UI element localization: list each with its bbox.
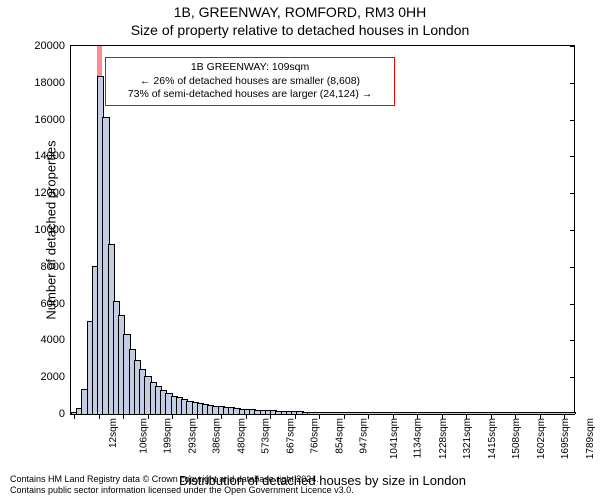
x-tick-label: 1789sqm: [585, 418, 596, 459]
y-tick-label: 14000: [34, 150, 65, 162]
footer-attribution: Contains HM Land Registry data © Crown c…: [10, 474, 354, 497]
x-tick-label: 1321sqm: [462, 418, 473, 459]
y-tick-mark: [570, 46, 575, 47]
x-tick-mark: [344, 414, 345, 419]
y-tick-label: 18000: [34, 77, 65, 89]
x-tick-label: 667sqm: [285, 418, 296, 454]
y-tick-mark: [570, 377, 575, 378]
x-tick-label: 760sqm: [310, 418, 321, 454]
chart-title-line1: 1B, GREENWAY, ROMFORD, RM3 0HH: [0, 4, 600, 20]
x-tick-label: 1415sqm: [487, 418, 498, 459]
y-tick-mark: [570, 267, 575, 268]
x-tick-label: 1228sqm: [438, 418, 449, 459]
y-tick-mark: [570, 193, 575, 194]
y-tick-mark: [570, 304, 575, 305]
x-tick-mark: [270, 414, 271, 419]
y-tick-mark: [570, 414, 575, 415]
y-tick-mark: [570, 120, 575, 121]
x-tick-mark: [295, 414, 296, 419]
x-tick-mark: [221, 414, 222, 419]
chart-title-line2: Size of property relative to detached ho…: [0, 22, 600, 38]
footer-line2: Contains public sector information licen…: [10, 485, 354, 496]
footer-line1: Contains HM Land Registry data © Crown c…: [10, 474, 354, 485]
annotation-line1: 1B GREENWAY: 109sqm: [112, 61, 388, 75]
x-tick-mark: [515, 414, 516, 419]
x-tick-mark: [123, 414, 124, 419]
y-tick-mark: [570, 83, 575, 84]
y-tick-label: 20000: [34, 40, 65, 52]
x-tick-mark: [246, 414, 247, 419]
x-tick-label: 199sqm: [163, 418, 174, 454]
y-tick-label: 2000: [41, 371, 65, 383]
x-tick-label: 947sqm: [359, 418, 370, 454]
x-tick-mark: [368, 414, 369, 419]
x-tick-mark: [393, 414, 394, 419]
y-tick-mark: [570, 230, 575, 231]
y-tick-label: 16000: [34, 114, 65, 126]
y-tick-label: 4000: [41, 334, 65, 346]
y-tick-label: 6000: [41, 298, 65, 310]
x-tick-label: 293sqm: [187, 418, 198, 454]
x-tick-label: 386sqm: [212, 418, 223, 454]
x-tick-mark: [417, 414, 418, 419]
y-tick-label: 10000: [34, 224, 65, 236]
y-tick-mark: [570, 156, 575, 157]
x-tick-label: 1508sqm: [511, 418, 522, 459]
x-tick-mark: [442, 414, 443, 419]
x-tick-mark: [466, 414, 467, 419]
x-tick-mark: [197, 414, 198, 419]
x-tick-mark: [148, 414, 149, 419]
x-tick-label: 1041sqm: [389, 418, 400, 459]
x-tick-label: 12sqm: [108, 418, 119, 448]
x-tick-label: 480sqm: [236, 418, 247, 454]
x-tick-label: 1602sqm: [536, 418, 547, 459]
annotation-box: 1B GREENWAY: 109sqm ← 26% of detached ho…: [105, 57, 395, 106]
annotation-line2: ← 26% of detached houses are smaller (8,…: [112, 75, 388, 89]
y-tick-label: 0: [59, 408, 65, 420]
y-tick-mark: [570, 340, 575, 341]
x-tick-mark: [564, 414, 565, 419]
x-tick-mark: [74, 414, 75, 419]
x-tick-mark: [540, 414, 541, 419]
plot-area: Number of detached properties Distributi…: [70, 45, 575, 415]
x-tick-label: 106sqm: [138, 418, 149, 454]
annotation-line3: 73% of semi-detached houses are larger (…: [112, 88, 388, 102]
y-tick-label: 12000: [34, 187, 65, 199]
x-tick-mark: [319, 414, 320, 419]
x-tick-mark: [99, 414, 100, 419]
x-tick-label: 1134sqm: [412, 418, 423, 458]
chart-figure: 1B, GREENWAY, ROMFORD, RM3 0HH Size of p…: [0, 0, 600, 500]
y-tick-label: 8000: [41, 261, 65, 273]
x-tick-label: 1695sqm: [560, 418, 571, 459]
x-tick-label: 573sqm: [261, 418, 272, 454]
x-tick-label: 854sqm: [334, 418, 345, 454]
x-tick-mark: [491, 414, 492, 419]
x-tick-mark: [172, 414, 173, 419]
